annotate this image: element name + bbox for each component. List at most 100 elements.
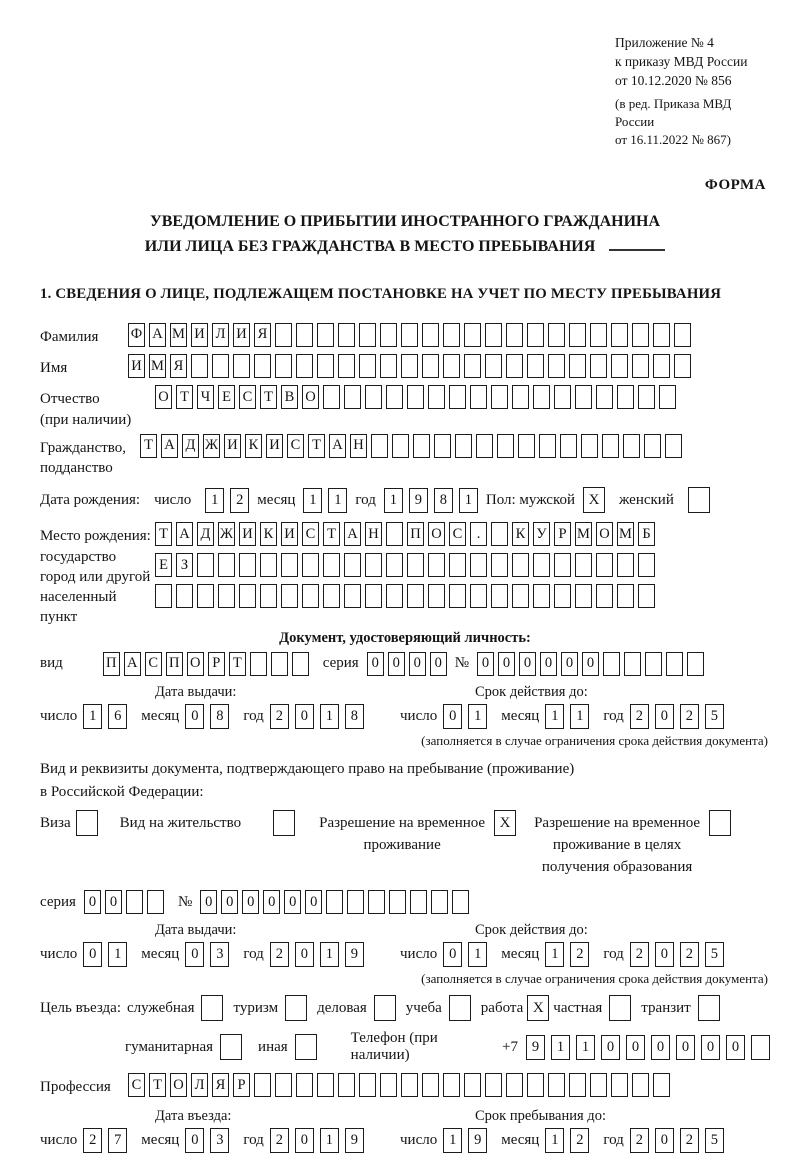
char-box-empty[interactable] [260,553,277,578]
char-box-empty[interactable] [491,522,508,547]
char-box-empty[interactable] [197,584,214,609]
char-box[interactable]: 1 [443,1127,463,1153]
char-box[interactable]: 0 [294,942,314,968]
char-box[interactable]: 2 [570,1127,590,1153]
char-box-empty[interactable] [632,1073,649,1098]
char-box-empty[interactable] [260,584,277,609]
char-box-empty[interactable] [431,890,449,915]
char-box[interactable]: А [149,322,166,347]
char-box[interactable]: Д [197,522,214,547]
char-box[interactable]: 2 [679,942,699,968]
char-box[interactable]: 1 [319,703,339,729]
char-box-empty[interactable] [506,354,523,379]
char-box[interactable]: 0 [200,890,218,915]
char-box-empty[interactable] [512,553,529,578]
char-box[interactable]: С [144,651,162,676]
char-box[interactable]: 0 [221,890,239,915]
char-box[interactable]: Я [170,354,187,379]
char-box-empty[interactable] [452,890,470,915]
char-box-empty[interactable] [422,354,439,379]
char-box[interactable]: 1 [545,1127,565,1153]
char-box-empty[interactable] [386,553,403,578]
char-box[interactable]: И [224,433,241,458]
char-box[interactable]: 8 [433,487,453,513]
char-box-empty[interactable] [296,322,313,347]
purpose-private-checkbox[interactable] [609,995,632,1022]
char-box-empty[interactable] [365,584,382,609]
char-box-empty[interactable] [674,354,691,379]
char-box[interactable]: Е [218,385,235,410]
char-box-empty[interactable] [359,1073,376,1098]
char-box-empty[interactable] [368,890,386,915]
char-box[interactable]: Т [155,522,172,547]
char-box-empty[interactable] [506,1073,523,1098]
char-box-empty[interactable] [638,385,655,410]
char-box-empty[interactable] [512,584,529,609]
char-box-empty[interactable] [338,1073,355,1098]
char-box-empty[interactable] [632,354,649,379]
char-box-empty[interactable] [401,354,418,379]
char-box[interactable]: Ж [203,433,220,458]
char-box[interactable]: 0 [519,651,536,676]
char-box[interactable]: 2 [679,703,699,729]
char-box-empty[interactable] [407,553,424,578]
char-box[interactable]: А [344,522,361,547]
char-box-empty[interactable] [632,322,649,347]
char-box-empty[interactable] [365,385,382,410]
char-box-empty[interactable] [218,584,235,609]
char-box-empty[interactable] [470,385,487,410]
char-box-empty[interactable] [617,584,634,609]
char-box-empty[interactable] [602,433,619,458]
sex-male-checkbox[interactable]: X [583,487,606,514]
char-box[interactable]: 1 [383,487,403,513]
char-box-empty[interactable] [645,651,662,676]
temp-permit-checkbox[interactable]: X [494,810,517,837]
char-box[interactable]: Д [182,433,199,458]
char-box[interactable]: У [533,522,550,547]
char-box-empty[interactable] [296,1073,313,1098]
char-box-empty[interactable] [455,433,472,458]
char-box[interactable]: 8 [210,703,230,729]
char-box-empty[interactable] [443,322,460,347]
birthplace-row3-input[interactable] [155,584,655,609]
char-box[interactable]: С [302,522,319,547]
sex-female-checkbox[interactable] [687,487,710,514]
char-box-empty[interactable] [464,1073,481,1098]
char-box-empty[interactable] [666,651,683,676]
char-box[interactable]: 1 [319,942,339,968]
char-box[interactable]: 2 [629,703,649,729]
char-box[interactable]: 1 [303,487,323,513]
char-box[interactable]: М [575,522,592,547]
char-box-empty[interactable] [239,584,256,609]
char-box-empty[interactable] [281,553,298,578]
char-box-empty[interactable] [644,433,661,458]
char-box-empty[interactable] [497,433,514,458]
char-box[interactable]: Ч [197,385,214,410]
char-box-empty[interactable] [596,584,613,609]
char-box[interactable]: 8 [344,703,364,729]
char-box-empty[interactable] [323,584,340,609]
char-box[interactable]: 1 [545,703,565,729]
char-box[interactable]: К [245,433,262,458]
char-box-empty[interactable] [212,354,229,379]
char-box-empty[interactable] [291,651,309,676]
char-box-empty[interactable] [371,433,388,458]
char-box-empty[interactable] [380,322,397,347]
char-box-empty[interactable] [687,651,704,676]
char-box-empty[interactable] [386,584,403,609]
purpose-commercial-checkbox[interactable] [373,995,396,1022]
char-box[interactable]: 0 [185,942,205,968]
char-box[interactable]: Р [554,522,571,547]
char-box[interactable]: И [128,354,145,379]
char-box-empty[interactable] [569,354,586,379]
